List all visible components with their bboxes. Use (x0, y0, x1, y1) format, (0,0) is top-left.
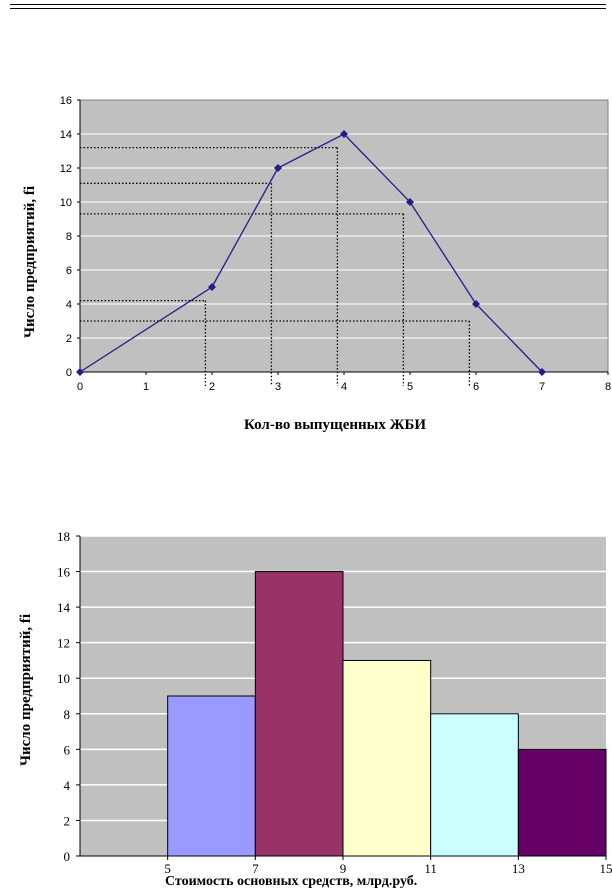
chart2-y-tick-label: 6 (64, 742, 71, 757)
chart1-y-tick-label: 10 (60, 197, 72, 209)
chart2-y-axis-label: Число предприятий, fi (18, 614, 35, 766)
chart2-y-tick-label: 16 (57, 565, 71, 580)
chart2-y-tick-label: 0 (64, 849, 71, 864)
chart2-y-tick-label: 8 (64, 707, 71, 722)
chart2-y-tick-label: 18 (57, 529, 70, 544)
chart1-y-tick-label: 0 (66, 367, 72, 379)
chart1-y-tick-label: 16 (60, 95, 72, 107)
chart2-y-tick-label: 12 (57, 636, 70, 651)
chart1-x-axis-label: Кол-во выпущенных ЖБИ (244, 417, 426, 434)
chart2-bar (343, 660, 431, 856)
chart2-bar (255, 572, 343, 856)
chart2-bar (431, 714, 519, 856)
chart2-bar (518, 749, 606, 856)
chart1-x-tick-label: 7 (539, 381, 545, 393)
chart1-y-tick-label: 8 (66, 231, 72, 243)
chart2-x-tick-label: 13 (512, 861, 525, 876)
chart1-y-tick-label: 6 (66, 265, 72, 277)
chart2-y-tick-label: 4 (64, 778, 71, 793)
chart1-x-tick-label: 6 (473, 381, 479, 393)
chart1-x-tick-label: 3 (275, 381, 281, 393)
chart2-x-tick-label: 15 (600, 861, 612, 876)
chart1-y-tick-label: 14 (60, 129, 72, 141)
chart2-y-tick-label: 2 (64, 813, 71, 828)
chart1-x-tick-label: 5 (407, 381, 413, 393)
chart1-y-tick-label: 4 (66, 299, 72, 311)
chart1-y-axis-label: Число предприятий, fi (22, 186, 39, 338)
chart2-y-tick-label: 10 (57, 671, 70, 686)
chart1-x-tick-label: 8 (605, 381, 611, 393)
chart1-x-tick-label: 1 (143, 381, 149, 393)
chart1-y-tick-label: 2 (66, 333, 72, 345)
chart2-y-tick-label: 14 (57, 600, 71, 615)
chart1-y-tick-label: 12 (60, 163, 72, 175)
chart1-x-tick-label: 0 (77, 381, 83, 393)
chart1-x-tick-label: 2 (209, 381, 215, 393)
chart1-x-tick-label: 4 (341, 381, 347, 393)
chart2-x-tick-label: 11 (424, 861, 437, 876)
chart2-bar (168, 696, 256, 856)
